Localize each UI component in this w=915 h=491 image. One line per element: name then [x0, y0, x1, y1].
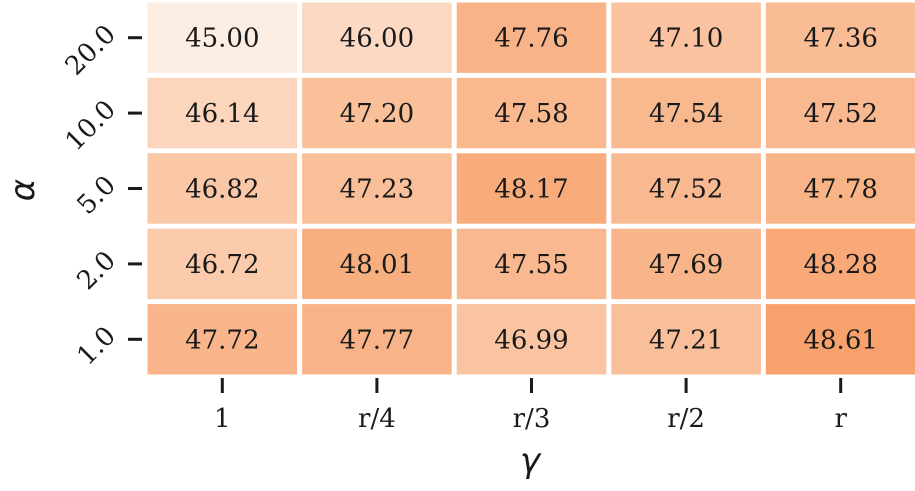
cell-value-label: 47.23	[340, 175, 414, 205]
cell-value-label: 48.28	[803, 250, 877, 280]
cells-layer: 45.00 46.00 47.76 47.10 47.36 46.14 47.20 47.58…	[148, 3, 915, 375]
x-tick-label: r/2	[667, 404, 705, 434]
cell-value-label: 47.77	[340, 325, 414, 355]
cell-value-label: 47.20	[340, 99, 414, 129]
x-axis-label: γ	[520, 441, 542, 481]
cell-value-label: 46.00	[340, 24, 414, 54]
cell-value-label: 47.10	[649, 24, 723, 54]
cell-value-label: 46.72	[185, 250, 259, 280]
y-tick-label: 2.0	[71, 246, 121, 296]
cell-value-label: 45.00	[185, 24, 259, 54]
cell-value-label: 47.52	[649, 175, 723, 205]
y-axis-label: α	[3, 179, 43, 201]
x-tick-label: 1	[214, 404, 231, 434]
x-tick-label: r/3	[513, 404, 551, 434]
cell-value-label: 48.17	[494, 175, 568, 205]
y-tick-label: 10.0	[60, 95, 122, 157]
cell-value-label: 47.21	[649, 325, 723, 355]
cell-value-label: 46.14	[185, 99, 259, 129]
cell-value-label: 48.61	[803, 325, 877, 355]
cell-value-label: 47.54	[649, 99, 723, 129]
cell-value-label: 47.52	[803, 99, 877, 129]
cell-value-label: 47.36	[803, 24, 877, 54]
cell-value-label: 47.72	[185, 325, 259, 355]
cell-value-label: 47.55	[494, 250, 568, 280]
x-tick-label: r/4	[358, 404, 396, 434]
cell-value-label: 46.82	[185, 175, 259, 205]
cell-value-label: 48.01	[340, 250, 414, 280]
y-tick-label: 1.0	[71, 321, 121, 371]
y-tick-label: 5.0	[71, 170, 121, 220]
cell-value-label: 47.76	[494, 24, 568, 54]
x-tick-label: r	[834, 404, 847, 434]
cell-value-label: 47.69	[649, 250, 723, 280]
cell-value-label: 47.58	[494, 99, 568, 129]
cell-value-label: 47.78	[803, 175, 877, 205]
cell-value-label: 46.99	[494, 325, 568, 355]
y-tick-label: 20.0	[60, 19, 122, 81]
